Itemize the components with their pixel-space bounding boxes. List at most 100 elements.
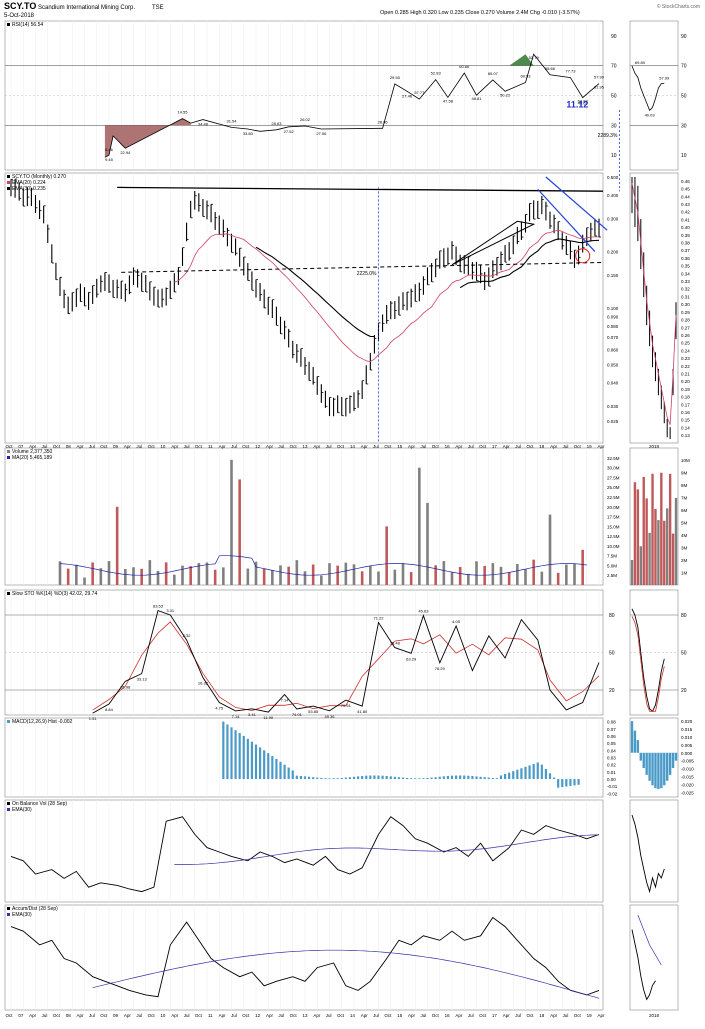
legend-swatch xyxy=(7,907,10,910)
volume-ma-line xyxy=(59,555,587,576)
rsi-tick: 30 xyxy=(611,123,617,129)
price-tick: 0.100 xyxy=(607,306,619,311)
rsi-value-label: 9.45 xyxy=(105,157,114,162)
macd-hist-bar xyxy=(479,776,482,780)
x-axis-label: Jul xyxy=(563,1013,569,1018)
volume-bar xyxy=(320,575,323,585)
x-axis-label: Apr xyxy=(597,1013,605,1018)
macd-side-tick: 0.015 xyxy=(681,727,693,732)
macd-hist-bar xyxy=(373,775,376,780)
volume-side-bar xyxy=(660,472,663,585)
volume-side-bar xyxy=(668,473,672,585)
legend-swatch xyxy=(7,456,10,459)
x-axis-label: 07 xyxy=(18,1013,24,1018)
legend-entry: MACD(12,26,9) Hist -0.002 xyxy=(12,719,73,725)
macd-hist-bar xyxy=(397,777,401,780)
macd-hist-bar xyxy=(279,761,282,780)
rsi-value-label: 27.52 xyxy=(284,129,295,134)
rsi-value-label: 60.66 xyxy=(459,64,470,69)
rsi-side-label: 57.99 xyxy=(659,76,670,81)
macd-hist-bar xyxy=(442,776,445,780)
stoch-value-label: 16.32 xyxy=(198,681,209,686)
stoch-value-label: 41.80 xyxy=(357,709,368,714)
price-side-tick: 0.22 xyxy=(681,364,690,369)
volume-side-bar xyxy=(663,520,666,585)
legend-swatch xyxy=(7,450,10,453)
macd-tick: 0.05 xyxy=(607,741,616,746)
rsi-value-label: 22.94 xyxy=(120,150,131,155)
price-tick: 0.150 xyxy=(607,273,619,278)
volume-side-tick: 2M xyxy=(681,558,688,563)
macd-hist-bar xyxy=(532,763,535,780)
x-axis-label: Jul xyxy=(42,1013,48,1018)
rsi-side-tick: 50 xyxy=(681,94,687,100)
x-axis-label: Oct xyxy=(574,1013,582,1018)
price-side-tick: 0.24 xyxy=(681,348,690,353)
volume-bar xyxy=(124,569,127,585)
macd-hist-bar xyxy=(238,733,241,780)
price-tick: 0.200 xyxy=(607,250,619,255)
price-side-tick: 0.26 xyxy=(681,333,690,338)
stoch-value-label: 26.98 xyxy=(120,684,131,689)
price-tick: 0.040 xyxy=(607,381,619,386)
macd-hist-bar xyxy=(385,775,388,780)
macd-tick: -0.02 xyxy=(607,791,618,796)
x-axis-label: Jul xyxy=(184,444,190,449)
price-side-tick: 0.14 xyxy=(681,425,690,430)
macd-side-tick: 0.010 xyxy=(681,735,693,740)
rsi-side-label: 69.80 xyxy=(635,60,646,65)
volume-bar xyxy=(148,560,152,585)
x-axis-label: Jul xyxy=(184,1013,190,1018)
chart-title-company: Scandium International Mining Corp. xyxy=(38,5,135,11)
volume-bar xyxy=(287,566,290,585)
price-tick: 0.025 xyxy=(607,419,619,424)
legend-entry: EMA(30) xyxy=(12,912,32,918)
x-axis-label: Apr xyxy=(77,1013,85,1018)
macd-hist-bar xyxy=(512,771,515,780)
volume-bar xyxy=(336,565,339,585)
chart-title-exchange: TSE xyxy=(152,5,164,11)
volume-bar xyxy=(434,565,437,585)
macd-tick: 0.08 xyxy=(607,720,616,725)
price-tick: 0.500 xyxy=(607,175,619,180)
highlight-circle xyxy=(575,248,591,264)
panel-frame-macd xyxy=(4,717,604,798)
legend-swatch xyxy=(7,592,10,595)
volume-bar xyxy=(450,572,454,585)
macd-hist-bar xyxy=(557,779,560,788)
rsi-value-label: 27.46 xyxy=(402,93,413,98)
x-axis-label: 18 xyxy=(539,1013,545,1018)
macd-tick: 0.00 xyxy=(607,777,616,782)
volume-bar xyxy=(99,568,103,585)
price-annotation: 2289.3% xyxy=(598,133,618,139)
macd-side-bar xyxy=(663,752,666,786)
macd-tick: 0.04 xyxy=(607,748,616,753)
panel-frame-price xyxy=(4,172,604,444)
x-axis-label: Oct xyxy=(195,444,203,449)
macd-side-bar xyxy=(654,752,657,789)
volume-bar xyxy=(540,571,544,585)
macd-hist-bar xyxy=(316,777,319,780)
macd-hist-bar xyxy=(356,776,360,780)
obv-line xyxy=(10,816,600,893)
volume-side-bar xyxy=(639,546,642,585)
x-axis-label: 15 xyxy=(397,1013,403,1018)
macd-hist-bar xyxy=(552,777,556,780)
legend-entry: EMA(30) 0.235 xyxy=(12,186,46,192)
volume-tick: 30.0M xyxy=(607,466,620,471)
price-side-tick: 0.35 xyxy=(681,264,690,269)
ad-line xyxy=(10,916,600,998)
volume-bar xyxy=(222,567,225,585)
macd-tick: 0.03 xyxy=(607,756,616,761)
stoch-value-label: 4.05 xyxy=(452,619,461,624)
x-axis-label: Oct xyxy=(53,444,61,449)
legend-entry: On Balance Vol (28 Sep) xyxy=(12,801,67,807)
macd-hist-bar xyxy=(430,777,433,780)
volume-side-bar xyxy=(657,520,660,585)
x-axis-label: Apr xyxy=(171,444,179,449)
legend-entry: EMA(30) xyxy=(12,807,32,813)
macd-hist-bar xyxy=(291,770,294,780)
rsi-value-label: 65.07 xyxy=(488,71,499,76)
volume-side-tick: 6M xyxy=(681,508,688,513)
volume-bar xyxy=(115,506,119,585)
